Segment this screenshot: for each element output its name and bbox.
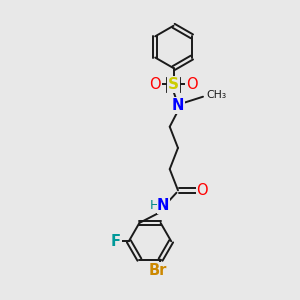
Text: N: N — [157, 198, 170, 213]
Text: S: S — [168, 77, 179, 92]
Text: CH₃: CH₃ — [206, 90, 226, 100]
Text: O: O — [149, 77, 161, 92]
Text: N: N — [172, 98, 184, 113]
Text: Br: Br — [148, 263, 167, 278]
Text: F: F — [111, 234, 121, 249]
Text: O: O — [196, 183, 208, 198]
Text: H: H — [149, 200, 159, 212]
Text: O: O — [186, 77, 198, 92]
